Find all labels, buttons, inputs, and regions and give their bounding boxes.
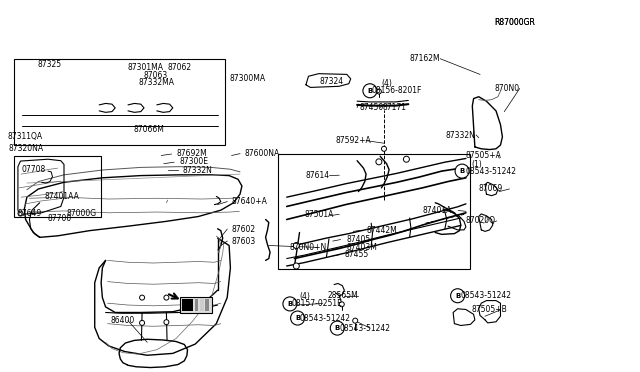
Text: 08543-51242: 08543-51242 (461, 291, 512, 300)
Circle shape (353, 318, 358, 323)
Circle shape (363, 84, 377, 98)
Text: 87649: 87649 (18, 209, 42, 218)
Bar (195, 299, 198, 311)
Circle shape (283, 297, 297, 311)
Text: 87455: 87455 (344, 250, 369, 259)
Circle shape (293, 263, 300, 269)
Text: 08156-8201F: 08156-8201F (371, 86, 422, 95)
Text: (1): (1) (471, 160, 482, 169)
Circle shape (455, 164, 469, 178)
Text: 87401A: 87401A (422, 206, 452, 215)
Text: 87700: 87700 (47, 214, 72, 223)
Text: 87332N: 87332N (182, 166, 212, 174)
Text: 28565M: 28565M (328, 291, 358, 300)
Bar (180, 297, 212, 313)
Text: 08157-0251E: 08157-0251E (292, 299, 342, 308)
Text: 87311QA: 87311QA (8, 132, 43, 141)
Circle shape (451, 289, 465, 303)
Text: B: B (367, 88, 372, 94)
Text: 87450: 87450 (360, 103, 384, 112)
Text: (4): (4) (381, 79, 392, 88)
Text: 87600NA: 87600NA (244, 149, 280, 158)
Circle shape (293, 243, 300, 248)
Text: 87062: 87062 (168, 63, 192, 72)
Text: 87614: 87614 (306, 171, 330, 180)
Bar (14, 59, 225, 145)
Text: B: B (460, 168, 465, 174)
Circle shape (403, 156, 410, 162)
Circle shape (330, 321, 344, 335)
Bar (278, 154, 470, 269)
Circle shape (339, 302, 344, 307)
Circle shape (376, 89, 381, 94)
Text: 87320NA: 87320NA (9, 144, 44, 153)
Text: B: B (335, 325, 340, 331)
Text: 87602: 87602 (232, 225, 256, 234)
Circle shape (164, 295, 169, 300)
Text: 87401AA: 87401AA (44, 192, 79, 201)
Bar (205, 299, 209, 311)
Text: 87332N: 87332N (445, 131, 476, 140)
Text: B: B (295, 315, 300, 321)
Text: (4): (4) (300, 292, 310, 301)
Text: 08543-51242: 08543-51242 (466, 167, 517, 176)
Circle shape (140, 320, 145, 326)
Text: 86400: 86400 (110, 316, 134, 325)
Text: 08543-51242: 08543-51242 (300, 314, 351, 323)
Text: 87332MA: 87332MA (138, 78, 174, 87)
Text: 87300E: 87300E (180, 157, 209, 166)
Text: 87442M: 87442M (366, 226, 397, 235)
Text: 87300MA: 87300MA (229, 74, 265, 83)
Text: 87501A: 87501A (305, 210, 334, 219)
Text: R87000GR: R87000GR (494, 18, 535, 27)
Bar (200, 299, 204, 311)
Bar (182, 299, 193, 311)
Text: R87000GR: R87000GR (494, 18, 535, 27)
Text: 87403M: 87403M (346, 243, 377, 252)
Bar (14, 156, 101, 217)
Text: 87405: 87405 (346, 235, 371, 244)
Text: 87162M: 87162M (410, 54, 440, 63)
Circle shape (291, 311, 305, 325)
Text: B: B (287, 301, 292, 307)
Text: 87603: 87603 (232, 237, 256, 246)
Text: 07708: 07708 (22, 165, 46, 174)
Circle shape (164, 320, 169, 325)
Circle shape (140, 295, 145, 300)
Text: 870N0: 870N0 (494, 84, 519, 93)
Text: 87324: 87324 (320, 77, 344, 86)
Circle shape (18, 211, 23, 216)
Text: 87063: 87063 (143, 71, 168, 80)
Text: 870N0+N: 870N0+N (289, 243, 326, 252)
Text: 87505+A: 87505+A (466, 151, 502, 160)
Circle shape (381, 146, 387, 151)
Text: 87066M: 87066M (133, 125, 164, 134)
Text: 08543-51242: 08543-51242 (339, 324, 390, 333)
Text: 87301MA: 87301MA (128, 63, 164, 72)
Text: 87000G: 87000G (67, 209, 97, 218)
Text: B: B (455, 293, 460, 299)
Text: 87069: 87069 (479, 185, 503, 193)
Text: 87505+B: 87505+B (471, 305, 507, 314)
Circle shape (376, 159, 382, 165)
Text: 87325: 87325 (37, 60, 61, 69)
Text: 87640+A: 87640+A (232, 197, 268, 206)
Text: 87171: 87171 (383, 103, 407, 112)
Text: 87020Q: 87020Q (466, 217, 496, 225)
Text: 87592+A: 87592+A (335, 136, 371, 145)
Text: 87692M: 87692M (177, 149, 207, 158)
